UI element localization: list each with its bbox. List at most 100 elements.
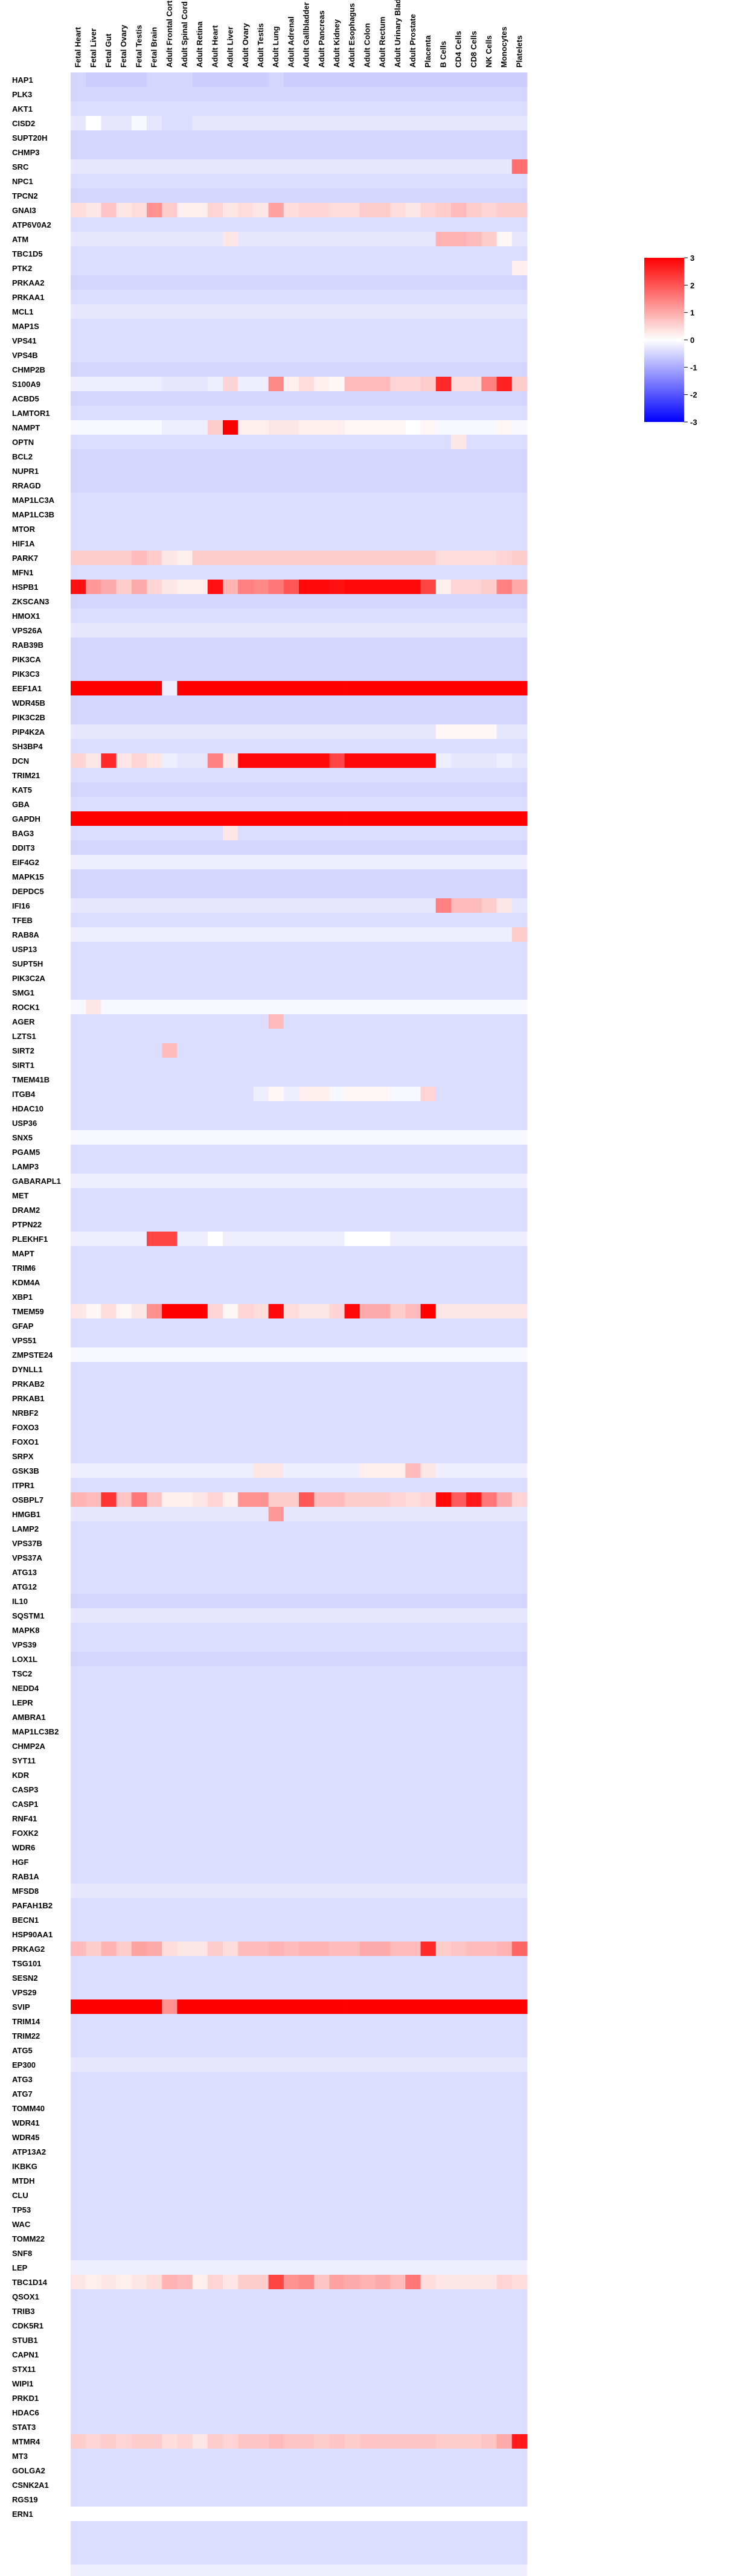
- heatmap-cell: [162, 1710, 178, 1725]
- heatmap-cell: [238, 522, 254, 537]
- heatmap-cell: [390, 1101, 406, 1116]
- heatmap-cell: [116, 275, 132, 290]
- heatmap-cell: [223, 2130, 238, 2145]
- heatmap-cell: [359, 1855, 376, 1870]
- heatmap-cell: [420, 1058, 437, 1073]
- heatmap-cell: [101, 362, 117, 377]
- heatmap-cell: [71, 811, 86, 826]
- heatmap-cell: [147, 1695, 162, 1710]
- heatmap-cell: [329, 2028, 345, 2044]
- heatmap-cell: [451, 1232, 467, 1247]
- heatmap-cell: [344, 1666, 360, 1681]
- heatmap-cell: [177, 116, 193, 131]
- heatmap-cell: [192, 1739, 208, 1754]
- heatmap-cell: [511, 145, 528, 160]
- heatmap-cell: [344, 1637, 360, 1652]
- heatmap-cell: [101, 2362, 117, 2377]
- heatmap-cell: [359, 2202, 376, 2217]
- heatmap-cell: [86, 478, 101, 493]
- heatmap-cell: [420, 1405, 437, 1421]
- heatmap-cell: [192, 2028, 208, 2044]
- heatmap-cell: [101, 2275, 117, 2290]
- heatmap-cell: [329, 1594, 345, 1609]
- heatmap-cell: [116, 666, 132, 682]
- heatmap-cell: [390, 2043, 406, 2058]
- row-label: STUB1: [12, 2336, 38, 2345]
- heatmap-cell: [511, 391, 528, 406]
- heatmap-cell: [101, 1043, 117, 1058]
- heatmap-cell: [329, 377, 345, 392]
- heatmap-cell: [101, 2159, 117, 2174]
- heatmap-cell: [253, 1347, 269, 1363]
- heatmap-cell: [116, 1145, 132, 1160]
- heatmap-cell: [223, 116, 238, 131]
- heatmap-cell: [238, 1681, 254, 1696]
- heatmap-cell: [435, 2333, 452, 2348]
- heatmap-cell: [314, 348, 330, 363]
- heatmap-cell: [405, 435, 421, 450]
- heatmap-cell: [116, 1710, 132, 1725]
- heatmap-cell: [329, 145, 345, 160]
- heatmap-cell: [375, 551, 391, 566]
- heatmap-cell: [359, 2347, 376, 2362]
- heatmap-cell: [435, 2173, 452, 2188]
- column-label: Adult Spinal Cord: [180, 1, 189, 68]
- heatmap-cell: [344, 1985, 360, 2000]
- heatmap-cell: [71, 1869, 86, 1884]
- heatmap-cell: [405, 1898, 421, 1913]
- heatmap-cell: [131, 188, 147, 203]
- heatmap-cell: [116, 2072, 132, 2087]
- heatmap-cell: [359, 942, 376, 957]
- heatmap-cell: [375, 1840, 391, 1855]
- heatmap-cell: [86, 2376, 101, 2391]
- heatmap-cell: [86, 782, 101, 797]
- heatmap-cell: [451, 2072, 467, 2087]
- heatmap-cell: [329, 1275, 345, 1290]
- heatmap-cell: [101, 261, 117, 276]
- heatmap-cell: [299, 1579, 315, 1594]
- heatmap-cell: [86, 1362, 101, 1377]
- heatmap-cell: [268, 1565, 284, 1580]
- heatmap-cell: [192, 1768, 208, 1783]
- heatmap-cell: [162, 391, 178, 406]
- heatmap-cell: [207, 1637, 223, 1652]
- heatmap-cell: [192, 1463, 208, 1478]
- heatmap-cell: [283, 246, 299, 261]
- heatmap-cell: [162, 855, 178, 870]
- heatmap-cell: [238, 594, 254, 609]
- heatmap-cell: [299, 913, 315, 928]
- heatmap-cell: [435, 1652, 452, 1667]
- row-label: GABARAPL1: [12, 1177, 61, 1186]
- row-label: TRIB3: [12, 2307, 35, 2316]
- heatmap-cell: [147, 1101, 162, 1116]
- heatmap-cell: [238, 1304, 254, 1319]
- heatmap-cell: [71, 1927, 86, 1942]
- heatmap-cell: [299, 2173, 315, 2188]
- heatmap-cell: [162, 753, 178, 769]
- heatmap-cell: [299, 1492, 315, 1507]
- heatmap-cell: [253, 1797, 269, 1812]
- heatmap-cell: [131, 2159, 147, 2174]
- heatmap-cell: [451, 1000, 467, 1015]
- heatmap-cell: [131, 116, 147, 131]
- heatmap-cell: [375, 840, 391, 855]
- heatmap-cell: [299, 1942, 315, 1957]
- heatmap-cell: [329, 1304, 345, 1319]
- heatmap-cell: [253, 2028, 269, 2044]
- heatmap-cell: [390, 1970, 406, 1986]
- heatmap-cell: [451, 1608, 467, 1623]
- heatmap-cell: [223, 1695, 238, 1710]
- heatmap-cell: [496, 1782, 513, 1797]
- heatmap-cell: [71, 898, 86, 913]
- heatmap-cell: [359, 1333, 376, 1348]
- heatmap-cell: [435, 1145, 452, 1160]
- heatmap-cell: [496, 1608, 513, 1623]
- heatmap-cell: [177, 2289, 193, 2304]
- heatmap-cell: [359, 1087, 376, 1102]
- heatmap-cell: [268, 681, 284, 696]
- heatmap-cell: [390, 1608, 406, 1623]
- heatmap-cell: [496, 1492, 513, 1507]
- heatmap-cell: [223, 1565, 238, 1580]
- heatmap-cell: [375, 2188, 391, 2203]
- heatmap-cell: [268, 1811, 284, 1826]
